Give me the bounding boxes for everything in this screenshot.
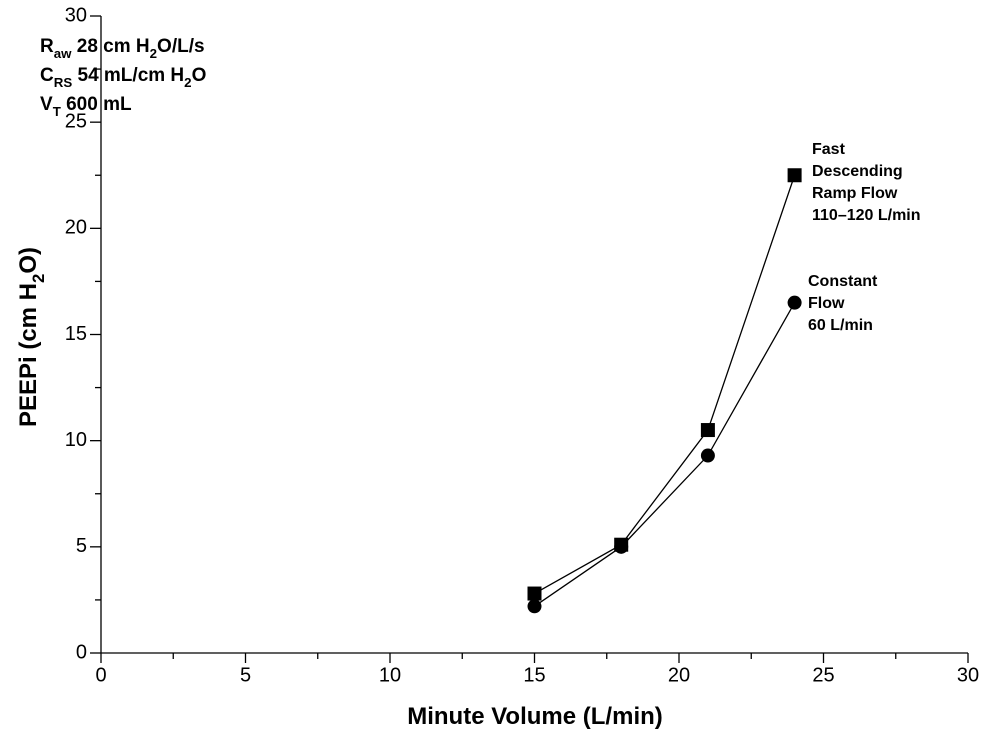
subscript: RS — [54, 75, 73, 90]
text-part: V — [40, 94, 53, 115]
y-tick-label: 0 — [76, 641, 87, 663]
series-label: 60 L/min — [808, 317, 873, 334]
y-tick-label: 25 — [65, 110, 87, 132]
x-tick-label: 25 — [812, 664, 834, 686]
text-part: O/L/s — [157, 36, 205, 57]
annotation: CRS 54 mL/cm H2O — [40, 65, 206, 90]
circle-marker — [614, 539, 629, 554]
text-part: 28 cm H — [71, 36, 149, 57]
y-axis-title: PEEPi (cm H2O) — [15, 247, 48, 427]
series-label: Flow — [808, 295, 845, 312]
x-tick-label: 5 — [240, 664, 251, 686]
y-tick-label: 10 — [65, 429, 87, 451]
series-line — [534, 302, 796, 607]
circle-marker — [787, 295, 802, 310]
series-label: Constant — [808, 273, 878, 290]
text-part: PEEPi (cm H — [15, 283, 42, 427]
subscript: aw — [54, 46, 72, 61]
square-marker — [700, 423, 715, 438]
text-part: 54 mL/cm H — [72, 65, 184, 86]
y-tick-label: 15 — [65, 323, 87, 345]
square-marker — [787, 168, 802, 183]
series-label: 110–120 L/min — [812, 207, 921, 224]
x-axis-title: Minute Volume (L/min) — [407, 703, 663, 730]
text-part: R — [40, 36, 54, 57]
y-tick-label: 5 — [76, 535, 87, 557]
text-part: C — [40, 65, 54, 86]
subscript: 2 — [150, 46, 157, 61]
circle-marker — [527, 599, 542, 614]
series-line — [534, 175, 796, 595]
subscript: T — [53, 104, 61, 119]
text-part: O) — [15, 247, 42, 274]
text-part: O — [192, 65, 207, 86]
series-label: Ramp Flow — [812, 185, 898, 202]
subscript: 2 — [184, 75, 191, 90]
y-tick-label: 20 — [65, 217, 87, 239]
text-part: 600 mL — [61, 94, 132, 115]
annotation: Raw 28 cm H2O/L/s — [40, 36, 205, 61]
x-tick-label: 10 — [379, 664, 401, 686]
x-tick-label: 0 — [95, 664, 106, 686]
x-tick-label: 20 — [668, 664, 690, 686]
circle-marker — [700, 448, 715, 463]
subscript: 2 — [29, 274, 48, 283]
text-part: Minute Volume (L/min) — [407, 703, 663, 730]
series-label: Descending — [812, 163, 903, 180]
square-marker — [527, 586, 542, 601]
series-label: Fast — [812, 141, 846, 158]
annotation: VT 600 mL — [40, 94, 132, 119]
x-tick-label: 30 — [957, 664, 979, 686]
y-tick-label: 30 — [65, 4, 87, 26]
x-tick-label: 15 — [523, 664, 545, 686]
